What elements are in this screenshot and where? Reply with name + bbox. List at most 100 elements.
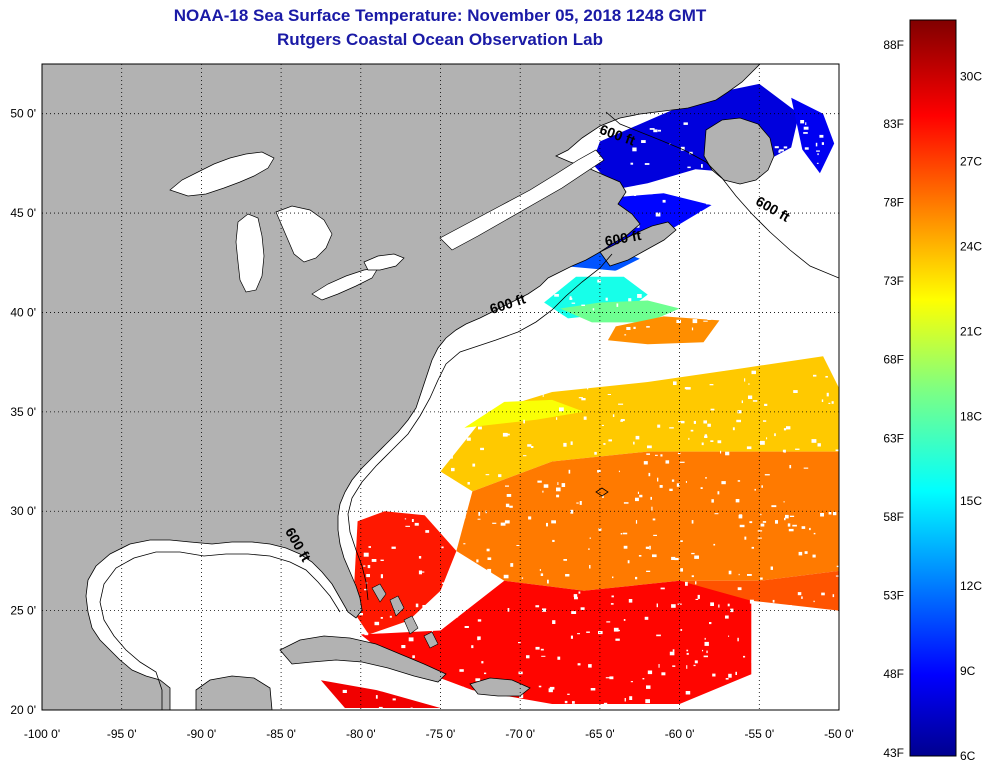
cloud-gap	[584, 137, 587, 140]
cloud-gap	[342, 689, 347, 693]
cloud-gap	[777, 686, 781, 690]
cloud-gap	[757, 537, 762, 539]
cloud-gap	[666, 245, 669, 247]
cloud-gap	[710, 178, 715, 182]
cloud-gap	[439, 489, 444, 492]
cloud-gap	[794, 152, 797, 155]
colorbar-c-label: 27C	[960, 155, 982, 169]
cloud-gap	[469, 593, 475, 596]
cloud-gap	[699, 211, 702, 215]
cloud-gap	[645, 546, 649, 549]
cloud-gap	[528, 516, 532, 520]
cloud-gap	[826, 392, 829, 397]
cloud-gap	[552, 620, 556, 624]
cloud-gap	[760, 577, 763, 580]
cloud-gap	[763, 420, 767, 422]
cloud-gap	[733, 327, 738, 330]
colorbar-fahrenheit-labels: 43F 48F 53F 58F 63F 68F 73F 78F 83F 88F	[883, 38, 904, 760]
cloud-gap	[771, 505, 777, 508]
cloud-gap	[834, 620, 836, 624]
cloud-gap	[612, 576, 614, 579]
cloud-gap	[702, 649, 704, 652]
cloud-gap	[728, 256, 732, 260]
cloud-gap	[758, 318, 764, 322]
cloud-gap	[587, 387, 589, 390]
cloud-gap	[821, 399, 824, 402]
cloud-gap	[657, 477, 659, 482]
cloud-gap	[738, 573, 740, 576]
latitude-label: 20 0'	[10, 703, 36, 717]
cloud-gap	[747, 574, 752, 576]
cloud-gap	[585, 348, 587, 351]
cloud-gap	[743, 225, 746, 228]
colorbar-f-label: 43F	[883, 746, 904, 760]
cloud-gap	[485, 510, 487, 514]
cloud-gap	[707, 317, 712, 320]
cloud-gap	[542, 393, 544, 397]
cloud-gap	[581, 149, 584, 154]
cloud-gap	[787, 657, 790, 662]
north-america-land	[42, 64, 761, 710]
cloud-gap	[779, 621, 782, 625]
sst-region-bahamas-south	[360, 580, 752, 704]
cloud-gap	[798, 551, 803, 556]
sst-region-gulf-stream-edge	[464, 399, 584, 428]
cloud-gap	[836, 565, 839, 568]
cloud-gap	[811, 648, 816, 652]
cloud-gap	[706, 650, 708, 654]
cloud-gap	[367, 565, 371, 569]
cloud-gap	[820, 240, 824, 242]
cloud-gap	[661, 285, 667, 288]
cloud-gap	[435, 384, 439, 387]
cloud-gap	[649, 545, 651, 550]
cloud-gap	[570, 275, 576, 278]
cloud-gap	[817, 153, 819, 156]
cloud-gap	[623, 619, 626, 621]
cloud-gap	[504, 520, 510, 524]
cloud-gap	[535, 646, 540, 650]
map-subtitle: Rutgers Coastal Ocean Observation Lab	[277, 30, 603, 49]
cloud-gap	[727, 283, 732, 288]
cloud-gap	[732, 427, 735, 431]
cloud-gap	[642, 678, 645, 680]
cloud-gap	[671, 604, 676, 608]
cloud-gap	[613, 358, 617, 361]
cloud-gap	[551, 520, 556, 524]
cloud-gap	[691, 520, 694, 524]
cloud-gap	[514, 306, 516, 309]
cloud-gap	[660, 454, 663, 457]
cloud-gap	[574, 596, 578, 600]
cloud-gap	[340, 663, 343, 665]
cloud-gap	[737, 480, 741, 482]
cloud-gap	[601, 424, 604, 426]
cloud-gap	[526, 655, 530, 659]
cloud-gap	[686, 652, 689, 655]
colorbar-f-label: 53F	[883, 589, 904, 603]
colorbar-f-label: 88F	[883, 38, 904, 52]
cloud-gap	[656, 603, 658, 608]
cloud-gap	[704, 641, 709, 646]
longitude-label: -50 0'	[824, 727, 854, 741]
cloud-gap	[744, 536, 747, 540]
cloud-gap	[385, 494, 389, 497]
cloud-gap	[363, 565, 366, 567]
cloud-gap	[799, 179, 801, 182]
cloud-gap	[623, 502, 629, 504]
cloud-gap	[489, 389, 494, 392]
cloud-gap	[524, 392, 527, 396]
cloud-gap	[703, 655, 708, 658]
cloud-gap	[750, 197, 753, 201]
land-layer	[42, 64, 775, 710]
cloud-gap	[576, 364, 579, 366]
cloud-gap	[477, 619, 482, 622]
cloud-gap	[780, 239, 786, 242]
cloud-gap	[712, 673, 716, 677]
colorbar-c-label: 21C	[960, 324, 982, 338]
cloud-gap	[494, 369, 499, 373]
cloud-gap	[491, 382, 496, 385]
cloud-gap	[505, 485, 509, 487]
cloud-gap	[411, 519, 414, 522]
cloud-gap	[444, 361, 448, 365]
cloud-gap	[746, 227, 752, 230]
sst-region-warm-ring	[607, 316, 720, 345]
